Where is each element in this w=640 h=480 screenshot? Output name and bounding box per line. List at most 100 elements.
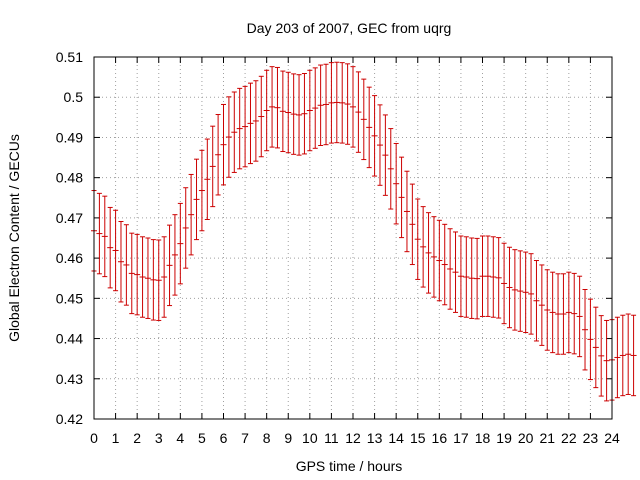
data-point: [441, 223, 448, 306]
data-point: [258, 75, 265, 158]
y-tick-label: 0.5: [64, 89, 84, 105]
data-point: [506, 246, 513, 329]
x-tick-label: 19: [496, 430, 512, 446]
data-point: [484, 235, 491, 317]
data-point: [177, 202, 184, 285]
data-point: [614, 316, 621, 399]
data-point: [279, 70, 286, 153]
x-tick-label: 21: [539, 430, 555, 446]
data-point: [312, 67, 319, 149]
data-point: [457, 235, 464, 317]
data-point: [360, 78, 367, 161]
x-tick-label: 6: [220, 430, 228, 446]
x-tick-label: 8: [263, 430, 271, 446]
data-point: [549, 271, 556, 354]
data-point: [517, 250, 524, 332]
data-point: [101, 195, 108, 278]
data-point: [398, 156, 405, 239]
data-point: [296, 74, 303, 156]
data-point: [420, 206, 427, 288]
data-point: [290, 73, 297, 155]
data-point: [242, 85, 249, 168]
x-tick-label: 1: [112, 430, 120, 446]
data-point: [409, 183, 416, 266]
data-point: [231, 91, 238, 173]
data-point: [447, 228, 454, 310]
data-point: [436, 219, 443, 302]
data-point: [366, 86, 373, 169]
data-point: [560, 273, 567, 355]
data-point: [301, 72, 308, 155]
x-tick-label: 5: [198, 430, 206, 446]
data-point: [625, 313, 632, 395]
data-point: [204, 138, 211, 220]
x-tick-label: 16: [432, 430, 448, 446]
data-point: [522, 251, 529, 334]
y-axis: 0.42 0.43 0.44 0.45 0.46 0.47 0.48 0.49 0.5 0.51: [56, 49, 612, 427]
data-point: [490, 236, 497, 318]
data-point: [376, 104, 383, 186]
data-point: [328, 62, 335, 144]
data-point: [403, 170, 410, 253]
data-point: [382, 114, 389, 196]
x-tick-label: 9: [284, 430, 292, 446]
data-point: [511, 249, 518, 331]
data-point: [150, 239, 157, 321]
x-axis-label: GPS time / hours: [296, 458, 403, 474]
y-tick-label: 0.48: [56, 170, 83, 186]
data-point: [533, 260, 540, 342]
data-point: [274, 66, 281, 149]
data-point: [598, 315, 605, 397]
data-point: [225, 96, 232, 178]
data-point: [182, 187, 189, 269]
data-point: [587, 298, 594, 381]
data-point: [285, 71, 292, 154]
data-point: [220, 103, 227, 186]
y-tick-label: 0.51: [56, 49, 83, 65]
data-point: [161, 236, 168, 318]
data-point: [215, 114, 222, 196]
x-tick-label: 3: [155, 430, 163, 446]
y-tick-label: 0.45: [56, 290, 83, 306]
data-point: [452, 231, 459, 313]
data-point: [350, 66, 356, 148]
data-point: [501, 242, 508, 325]
y-tick-label: 0.49: [56, 129, 83, 145]
data-point: [425, 212, 432, 294]
data-point: [479, 235, 486, 317]
data-point: [166, 224, 173, 307]
data-point: [96, 192, 103, 275]
data-point: [528, 253, 535, 335]
data-point: [387, 128, 394, 210]
data-point: [171, 214, 178, 296]
x-tick-label: 24: [604, 430, 620, 446]
data-point: [236, 87, 243, 170]
x-tick-label: 15: [410, 430, 426, 446]
data-point: [112, 209, 119, 292]
data-point: [144, 237, 151, 319]
data-point: [495, 237, 502, 319]
x-tick-label: 18: [475, 430, 491, 446]
data-point: [371, 95, 378, 177]
plot-frame: [93, 56, 613, 420]
x-tick-label: 4: [176, 430, 184, 446]
series-errorbars: [91, 61, 637, 402]
x-tick-label: 23: [583, 430, 599, 446]
chart-title: Day 203 of 2007, GEC from uqrg: [247, 20, 452, 36]
data-point: [188, 173, 195, 256]
data-point: [317, 64, 324, 146]
data-point: [306, 69, 313, 152]
data-point: [571, 272, 578, 355]
x-tick-label: 7: [241, 430, 249, 446]
x-tick-label: 13: [367, 430, 383, 446]
data-point: [323, 63, 330, 146]
data-point: [209, 125, 216, 208]
y-tick-label: 0.47: [56, 210, 83, 226]
x-tick-label: 12: [345, 430, 361, 446]
data-point: [355, 71, 362, 153]
x-axis: 0 1 2 3 4 5 6 7 8 9 10 11 12 13 14 15 16 17 18 19 20 21 22 23 24: [90, 57, 620, 446]
data-point: [333, 61, 340, 144]
x-tick-label: 11: [324, 430, 339, 446]
data-point: [263, 69, 270, 152]
data-point: [630, 314, 637, 397]
